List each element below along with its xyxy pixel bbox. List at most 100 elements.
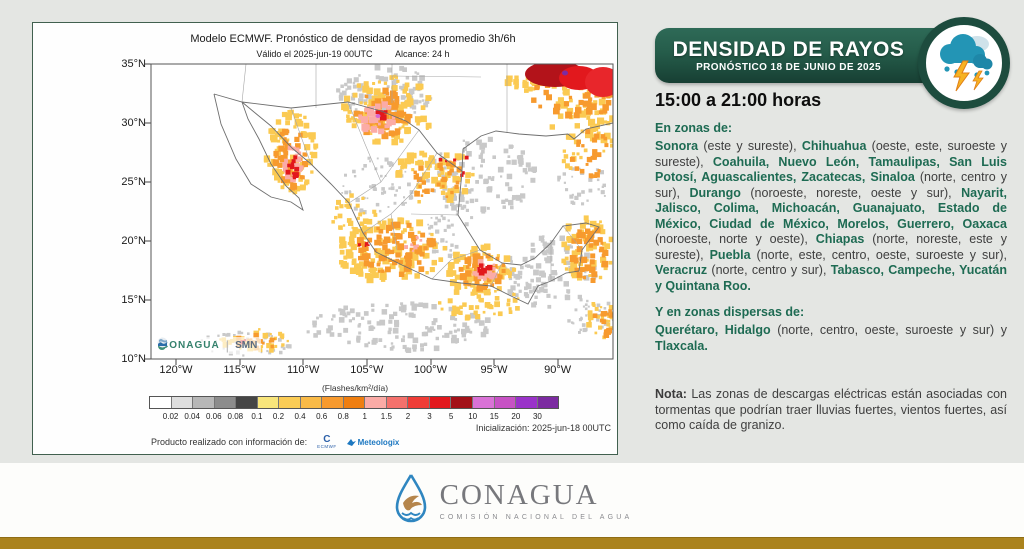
colorbar-cell (279, 397, 301, 408)
colorbar-tick-labels: 0.02 0.04 0.06 0.08 0.1 0.2 0.4 0.6 0.8 1 1.5 2 3 5 10… (149, 412, 559, 422)
credit-row: Producto realizado con información de: C… (151, 435, 399, 450)
colorbar-cell (429, 397, 452, 408)
density-layer (200, 64, 613, 357)
colorbar-cell (472, 397, 495, 408)
lat-tick-label: 25°N (121, 176, 146, 188)
text-run: (norte, centro y sur), (655, 170, 1007, 200)
colorbar-cell (193, 397, 215, 408)
lat-tick-label: 20°N (121, 235, 146, 247)
colorbar-cell (386, 397, 409, 408)
footer-logo-subtext: COMISIÓN NACIONAL DEL AGUA (439, 514, 633, 521)
lon-tick-label: 95°W (480, 364, 508, 376)
conagua-droplet-icon (395, 474, 426, 523)
lat-tick-label: 15°N (121, 294, 146, 306)
colorbar-cell (300, 397, 323, 408)
conagua-small-logo: CONAGUA (158, 337, 220, 351)
colorbar-tick: 20 (511, 412, 521, 421)
colorbar-tick: 15 (489, 412, 499, 421)
colorbar-tick: 0.4 (294, 412, 306, 421)
colorbar-tick: 0.08 (227, 412, 244, 421)
colorbar-cell (322, 397, 344, 408)
text-run: (norte, centro y sur), (707, 263, 831, 277)
colorbar-tick: 0.02 (162, 412, 179, 421)
colorbar-cell (257, 397, 280, 408)
emphasis-run: Sonora (655, 139, 699, 153)
emphasis-run: Querétaro, Hidalgo (655, 323, 771, 337)
lon-tick-label: 105°W (350, 364, 384, 376)
emphasis-run: Puebla (709, 247, 751, 262)
map-watermark: CONAGUA | SMN (157, 337, 262, 354)
colorbar-cell (408, 397, 430, 408)
dispersed-paragraph: Querétaro, Hidalgo (norte, centro, oeste… (655, 323, 1007, 354)
footer-logo-text: CONAGUA (439, 479, 599, 511)
storm-cloud-lightning-icon (940, 34, 993, 92)
emphasis-run: Nayarit, Jalisco, Colima, Michoacán, Gua… (655, 185, 1007, 231)
meteologix-label: Meteologix (357, 437, 400, 447)
colorbar-tick: 0.2 (272, 412, 285, 421)
credit-label: Producto realizado con información de: (151, 437, 308, 448)
colorbar-cell (537, 397, 559, 408)
colorbar-cell (365, 397, 387, 408)
density-blob (375, 114, 381, 118)
colorbar-cell (171, 397, 194, 408)
colorbar-cell (451, 397, 473, 408)
ecmwf-logo: C ECMWF (317, 435, 337, 450)
dispersed-heading: Y en zonas dispersas de: (655, 305, 805, 319)
footer-texts: CONAGUA COMISIÓN NACIONAL DEL AGUA (440, 479, 633, 521)
lat-tick-label: 30°N (121, 117, 146, 129)
banner-subtitle: PRONÓSTICO 18 DE JUNIO DE 2025 (696, 62, 881, 73)
conagua-footer-logo: CONAGUA COMISIÓN NACIONAL DEL AGUA (392, 473, 633, 527)
emphasis-run: Chiapas (815, 232, 865, 246)
text-run: (noroeste, norte y oeste), (655, 232, 816, 246)
density-blob (585, 67, 613, 97)
initialization-label: Inicialización: 2025-jun-18 00UTC (475, 423, 611, 433)
coastlines (213, 93, 613, 305)
colorbar-tick: 5 (448, 412, 454, 421)
colorbar-tick: 0.06 (205, 412, 222, 421)
text-run: (norte, este, centro, oeste, suroeste y … (750, 247, 1007, 262)
lon-tick-label: 90°W (544, 364, 572, 376)
map-title: Modelo ECMWF. Pronóstico de densidad de … (190, 33, 516, 45)
smn-small-logo: SMN (157, 337, 258, 351)
colorbar-tick: 0.04 (184, 412, 200, 421)
lon-tick-label: 100°W (413, 364, 447, 376)
conagua-small-label: CONAGUA (161, 340, 220, 351)
smn-small-label: SMN (235, 340, 258, 351)
lon-tick-label: 120°W (159, 364, 193, 376)
colorbar-unit-label: (Flashes/km²/día) (321, 383, 389, 393)
forecast-hours: 15:00 a 21:00 horas (655, 90, 822, 110)
lon-tick-label: 110°W (287, 364, 320, 376)
text-run: Las zonas de descargas eléctricas están … (655, 387, 1007, 432)
text-run: (norte, centro, oeste, suroeste y sur) y (770, 323, 1007, 337)
storm-icon-badge (918, 17, 1010, 109)
map-valid-label: Válido el 2025-jun-19 00UTC (256, 49, 373, 59)
colorbar-cell (494, 397, 517, 408)
colorbar-tick: 30 (532, 412, 542, 421)
emphasis-run: Tabasco, Campeche, Yucatán y Quintana Ro… (655, 263, 1008, 293)
zones-heading: En zonas de: (655, 121, 733, 135)
note-paragraph: Nota: Las zonas de descargas eléctricas … (655, 387, 1007, 434)
colorbar-cell (150, 397, 172, 408)
colorbar-tick: 10 (468, 412, 478, 421)
colorbar-cell (516, 397, 538, 408)
gold-footer-bar (0, 537, 1024, 549)
map-card: Modelo ECMWF. Pronóstico de densidad de … (32, 22, 618, 455)
banner-title: DENSIDAD DE RAYOS (672, 38, 905, 61)
text-run: (norte, noreste, este y sureste), (655, 232, 1007, 262)
colorbar-cell (236, 397, 258, 408)
colorbar (149, 396, 559, 409)
colorbar-tick: 2 (405, 412, 411, 421)
footer: CONAGUA COMISIÓN NACIONAL DEL AGUA (0, 463, 1024, 537)
emphasis-run: Veracruz (655, 263, 708, 277)
colorbar-tick: 1.5 (380, 412, 392, 421)
ecmwf-label: ECMWF (317, 444, 337, 449)
colorbar-tick: 0.6 (316, 412, 328, 421)
map-range-label: Alcance: 24 h (395, 49, 450, 59)
text-run: (noroeste, noreste, oeste y sur), (740, 185, 962, 200)
logo-divider: | (225, 338, 230, 353)
map-subtitle: Válido el 2025-jun-19 00UTC Alcance: 24 … (93, 49, 613, 59)
colorbar-cell (214, 397, 237, 408)
colorbar-tick: 0.1 (251, 412, 263, 421)
density-blob (562, 70, 568, 76)
axis-ticks (145, 63, 559, 365)
